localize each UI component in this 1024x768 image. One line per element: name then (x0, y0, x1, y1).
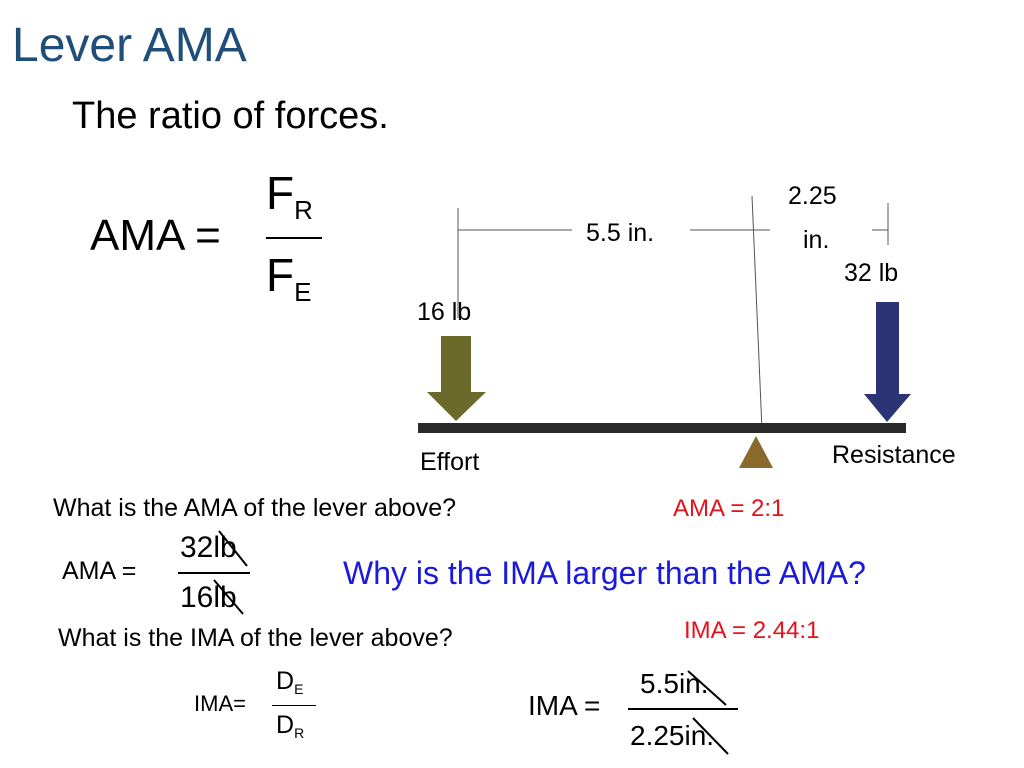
ama-calc-denominator: 16lb (180, 583, 237, 613)
lever-bar (418, 423, 906, 433)
numerator-unit: in. (678, 668, 709, 699)
effort-distance-label: 5.5 in. (586, 219, 655, 247)
ama-formula-numerator: FR (266, 170, 313, 223)
resistance-label: Resistance (832, 441, 956, 469)
ama-calc-numerator: 32lb (180, 533, 237, 563)
cancel-strike-numerator (687, 670, 727, 706)
ima-calc-lhs: IMA = (528, 690, 601, 721)
denominator-unit: lb (213, 581, 237, 614)
cancel-strike-denominator (692, 717, 729, 755)
ama-calc-fraction-bar (178, 572, 250, 574)
why-ima-larger-question: Why is the IMA larger than the AMA? (343, 555, 866, 591)
numerator-unit: lb (213, 531, 237, 564)
cancel-strike-denominator (213, 579, 244, 615)
distance-symbol: D (276, 667, 295, 695)
ama-calc-lhs: AMA = (62, 557, 137, 585)
subscript-effort: E (294, 277, 312, 307)
ama-question: What is the AMA of the lever above? (53, 494, 457, 522)
denominator-value: 16 (180, 581, 214, 614)
resistance-arrow (864, 302, 911, 422)
resistance-distance-label-line2: in. (803, 226, 830, 254)
ima-formula-lhs: IMA= (194, 691, 246, 716)
ima-calc-numerator: 5.5in. (640, 670, 709, 698)
ama-formula-lhs: AMA = (90, 211, 221, 260)
subscript-effort: E (294, 681, 304, 697)
ima-question: What is the IMA of the lever above? (58, 624, 453, 652)
denominator-value: 2.25 (630, 720, 685, 751)
ima-formula-fraction-bar (272, 705, 316, 706)
distance-symbol: D (276, 711, 295, 739)
effort-arrow (427, 336, 486, 421)
ama-formula-denominator: FE (266, 252, 311, 305)
ama-answer: AMA = 2:1 (673, 495, 785, 522)
effort-label: Effort (420, 448, 480, 476)
ima-formula-denominator: DR (276, 711, 305, 741)
slide-subtitle: The ratio of forces. (72, 95, 389, 137)
numerator-value: 32 (180, 531, 214, 564)
ama-formula-fraction-bar (266, 237, 322, 239)
fulcrum-reference-line (751, 195, 763, 431)
ima-answer: IMA = 2.44:1 (684, 617, 820, 644)
effort-force-label: 16 lb (417, 298, 472, 326)
numerator-value: 5.5 (640, 668, 679, 699)
ima-calc-fraction-bar (628, 708, 738, 710)
resistance-force-label: 32 lb (844, 259, 899, 287)
resistance-distance-label-line1: 2.25 (788, 182, 837, 210)
ima-formula-numerator: DE (276, 667, 304, 697)
slide-title: Lever AMA (12, 19, 247, 72)
force-symbol: F (266, 249, 295, 301)
force-symbol: F (266, 167, 295, 219)
subscript-resistance: R (294, 195, 313, 225)
cancel-strike-numerator (218, 530, 248, 567)
fulcrum (739, 436, 773, 468)
subscript-resistance: R (294, 725, 305, 741)
